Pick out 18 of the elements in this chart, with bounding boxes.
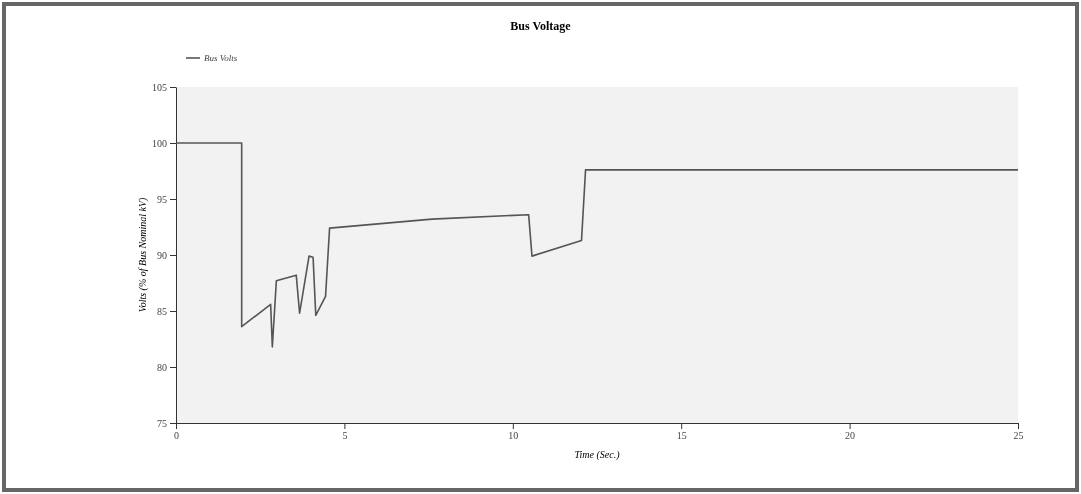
y-tick-label: 80 bbox=[157, 361, 167, 373]
x-tick-label: 5 bbox=[342, 430, 348, 442]
legend-label: Bus Volts bbox=[204, 53, 238, 63]
line-series bbox=[175, 142, 1019, 348]
y-tick-label: 75 bbox=[157, 417, 167, 429]
x-tick-label: 15 bbox=[676, 430, 687, 442]
y-tick-label: 90 bbox=[157, 249, 167, 261]
y-tick-label: 100 bbox=[152, 137, 167, 149]
x-tick-label: 20 bbox=[845, 430, 856, 442]
y-tick-label: 85 bbox=[157, 305, 167, 317]
x-axis-title: Time (Sec.) bbox=[574, 449, 621, 461]
y-axis-title: Volts (% of Bus Nominal kV) bbox=[137, 196, 149, 313]
x-tick-label: 0 bbox=[174, 430, 179, 442]
chart-title: Bus Voltage bbox=[510, 19, 572, 33]
y-tick-label: 95 bbox=[157, 193, 167, 205]
x-tick-label: 25 bbox=[1013, 430, 1024, 442]
x-tick-label: 10 bbox=[508, 430, 519, 442]
y-tick-label: 105 bbox=[152, 81, 167, 93]
